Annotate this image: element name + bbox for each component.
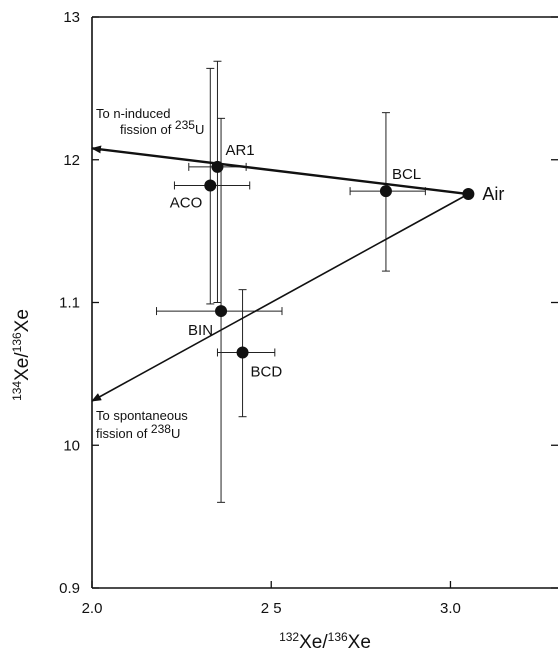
data-point-aco bbox=[204, 179, 217, 192]
spontaneous-annotation-sup: 238 bbox=[151, 422, 171, 436]
x-axis-label-sup: 136 bbox=[328, 630, 348, 644]
y-axis-label-post: Xe bbox=[12, 309, 33, 332]
data-point-bcl bbox=[379, 185, 392, 198]
x-axis-label-pre: 132 bbox=[279, 630, 299, 644]
y-axis-label: 134Xe/136Xe bbox=[10, 309, 33, 401]
y-tick-label: 12 bbox=[63, 152, 80, 169]
x-tick-label: 2.0 bbox=[82, 600, 103, 617]
spontaneous-annotation-2: fission of 238U bbox=[96, 422, 180, 441]
point-label-bcd: BCD bbox=[251, 363, 283, 380]
x-axis-label-post: Xe bbox=[348, 632, 371, 653]
n-induced-annotation-line1: To n-induced bbox=[96, 106, 170, 121]
spontaneous-annotation-line2: fission of bbox=[96, 426, 151, 441]
y-axis-label-base: Xe/ bbox=[12, 352, 33, 381]
x-tick-label: 2 5 bbox=[261, 600, 282, 617]
axes bbox=[91, 16, 558, 589]
n-induced-annotation-sup: 235 bbox=[175, 118, 195, 132]
y-axis-label-sup: 136 bbox=[10, 332, 24, 352]
y-axis-label-pre: 134 bbox=[10, 381, 24, 401]
trend-lines bbox=[91, 145, 469, 402]
data-point-bin bbox=[215, 305, 228, 318]
x-axis-label: 132Xe/136Xe bbox=[279, 630, 371, 653]
n-induced-annotation-2: fission of 235U bbox=[120, 118, 204, 137]
n-induced-annotation: To n-induced bbox=[96, 106, 170, 121]
spontaneous-annotation-line1: To spontaneous bbox=[96, 408, 188, 423]
n-induced-annotation-post: U bbox=[195, 122, 204, 137]
point-label-ar1: AR1 bbox=[225, 142, 254, 159]
y-tick-label: 0.9 bbox=[59, 580, 80, 597]
trend-line-n-induced bbox=[91, 145, 469, 196]
y-tick-label: 1.1 bbox=[59, 295, 80, 312]
point-label-bcl: BCL bbox=[392, 166, 421, 183]
y-tick-label: 13 bbox=[63, 9, 80, 26]
y-tick-label: 10 bbox=[63, 437, 80, 454]
n-induced-annotation-line2: fission of bbox=[120, 122, 175, 137]
point-label-aco: ACO bbox=[170, 194, 203, 211]
data-point-ar1 bbox=[211, 160, 224, 173]
trend-line-spontaneous bbox=[91, 193, 469, 402]
spontaneous-annotation: To spontaneous bbox=[96, 408, 188, 423]
spontaneous-annotation-post: U bbox=[171, 426, 180, 441]
data-point-bcd bbox=[236, 346, 249, 359]
ticks: 0.9 10 1.1 12 13 2.0 2 5 3.0 bbox=[59, 9, 558, 617]
point-labels: AR1 ACO BCL BIN BCD Air bbox=[170, 142, 505, 381]
point-label-air: Air bbox=[482, 184, 504, 204]
x-tick-label: 3.0 bbox=[440, 600, 461, 617]
data-point-air bbox=[462, 188, 475, 201]
data-points bbox=[204, 160, 475, 359]
point-label-bin: BIN bbox=[188, 322, 213, 339]
x-axis-label-base: Xe/ bbox=[299, 632, 328, 653]
